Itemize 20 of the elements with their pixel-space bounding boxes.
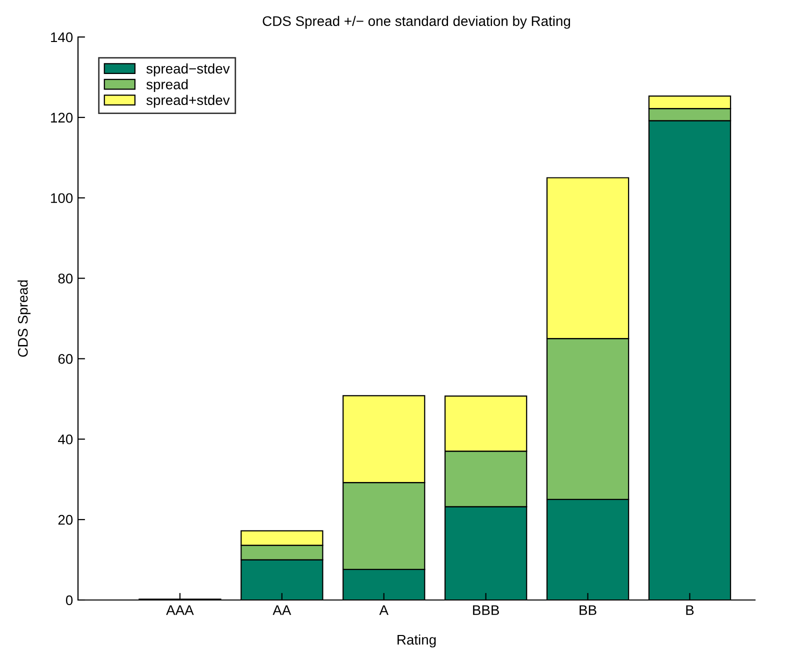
- y-tick-label: 40: [58, 434, 73, 444]
- y-tick-label: 100: [51, 193, 73, 204]
- legend-label: spread: [146, 79, 188, 92]
- y-axis-title: CDS Spread: [18, 280, 31, 357]
- y-tick-label: 20: [58, 514, 73, 525]
- chart-title: CDS Spread +/− one standard deviation by Rating: [262, 16, 570, 29]
- x-tick-label: AA: [272, 605, 292, 615]
- y-tick-label: 140: [51, 32, 73, 42]
- x-tick-label: BB: [580, 605, 596, 615]
- legend-label: spread+stdev: [146, 94, 230, 108]
- x-tick-label: BBB: [473, 605, 499, 615]
- y-tick-label: 0: [66, 595, 73, 606]
- x-axis-title: Rating: [398, 634, 436, 648]
- legend-label: spread−stdev: [146, 63, 230, 76]
- y-tick-label: 60: [58, 354, 73, 364]
- x-tick-label: B: [686, 605, 694, 615]
- x-tick-label: A: [379, 605, 388, 615]
- x-tick-label: AAA: [166, 605, 194, 615]
- y-tick-label: 80: [58, 274, 73, 284]
- y-tick-label: 120: [51, 112, 73, 123]
